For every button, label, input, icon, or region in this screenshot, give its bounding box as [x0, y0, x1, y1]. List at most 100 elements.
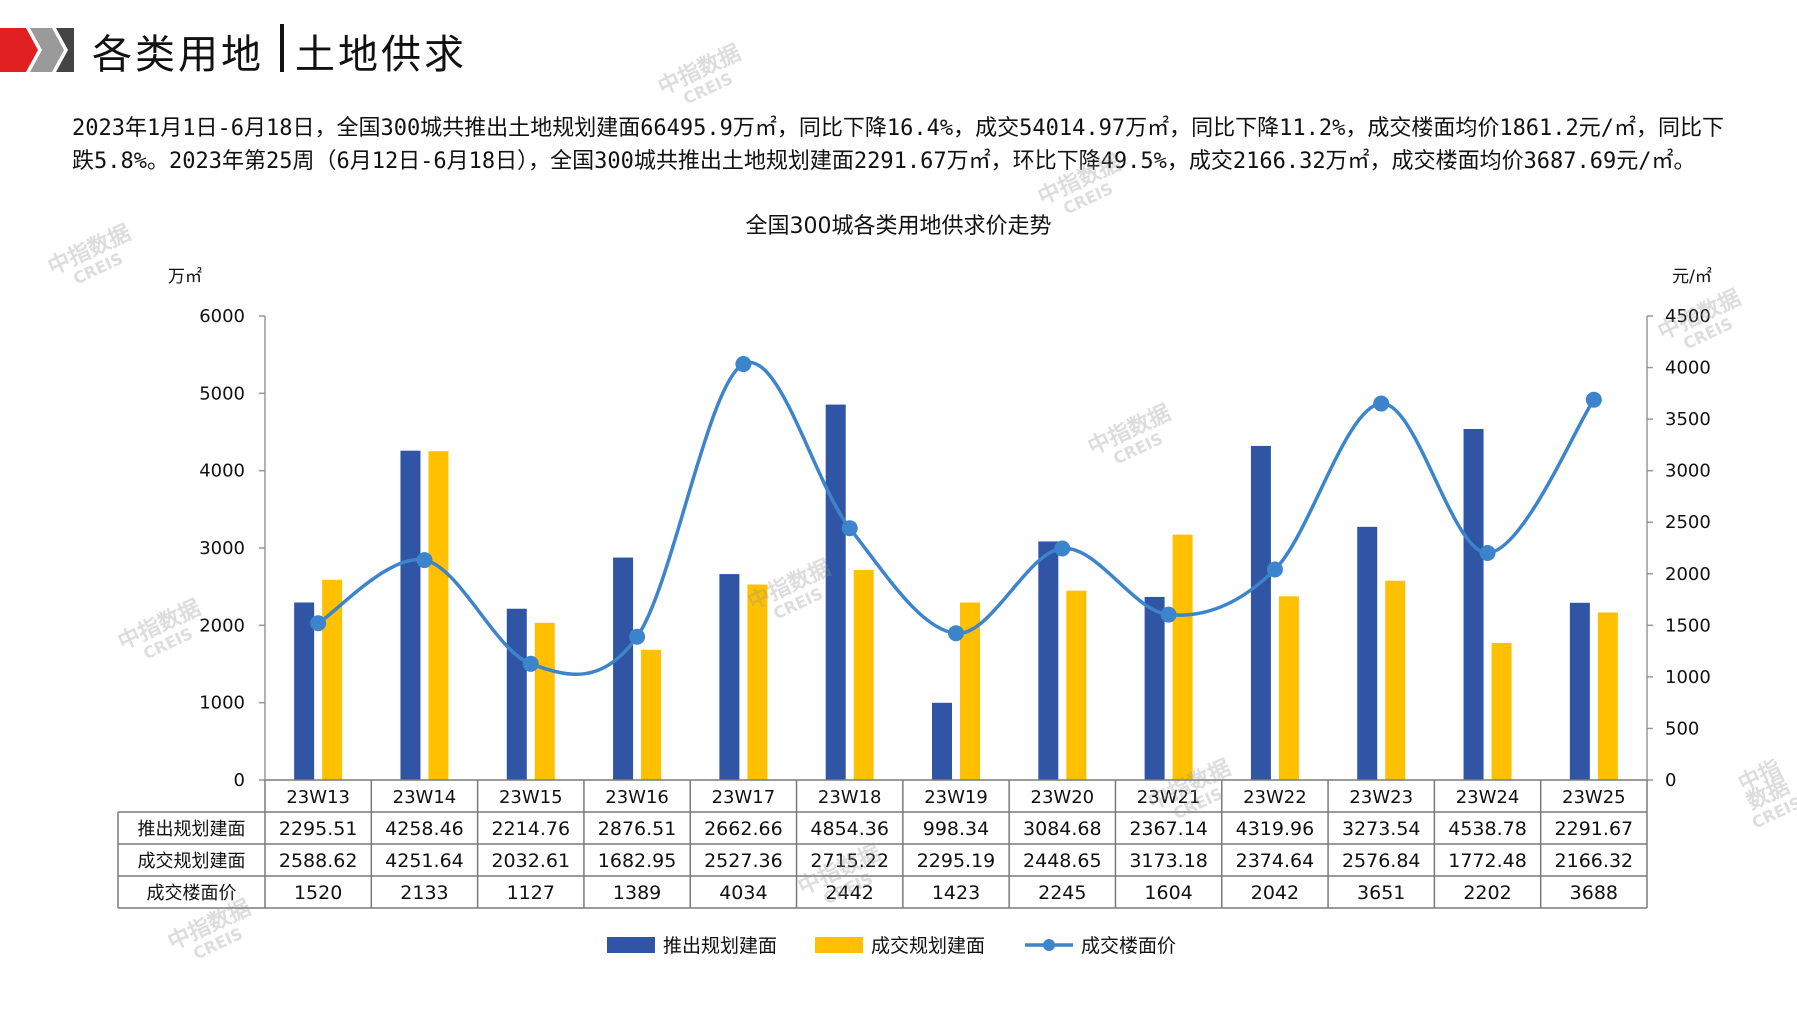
table-cell: 2588.62	[279, 850, 358, 872]
x-tick-label: 23W17	[712, 787, 776, 808]
x-tick-label: 23W19	[924, 787, 988, 808]
price-point-23W21	[1160, 606, 1177, 623]
y-left-tick-label: 4000	[199, 461, 245, 482]
bar-deal-23W17	[747, 584, 768, 780]
table-cell: 2448.65	[1023, 850, 1102, 872]
table-row-label: 成交楼面价	[147, 883, 237, 904]
y-right-unit-label: 元/㎡	[1672, 267, 1712, 287]
table-cell: 2662.66	[704, 818, 783, 840]
table-cell: 2133	[400, 882, 448, 904]
table-cell: 2367.14	[1129, 818, 1208, 840]
table-cell: 2715.22	[810, 850, 889, 872]
table-cell: 2245	[1038, 882, 1086, 904]
legend-swatch-deal	[815, 937, 863, 953]
table-cell: 2214.76	[491, 818, 570, 840]
y-left-tick-label: 0	[234, 770, 245, 791]
table-cell: 2166.32	[1555, 850, 1634, 872]
table-cell: 2202	[1463, 882, 1511, 904]
y-left-tick-label: 6000	[199, 306, 245, 327]
table-cell: 2032.61	[491, 850, 570, 872]
x-tick-label: 23W15	[499, 787, 563, 808]
legend-swatch-supply	[607, 937, 655, 953]
bar-deal-23W21	[1172, 534, 1193, 780]
bar-deal-23W22	[1278, 596, 1299, 780]
y-left-tick-label: 2000	[199, 615, 245, 636]
table-cell: 2576.84	[1342, 850, 1421, 872]
price-point-23W15	[522, 655, 539, 672]
price-point-23W19	[948, 625, 964, 642]
x-tick-label: 23W22	[1243, 787, 1307, 808]
bar-deal-23W19	[960, 602, 980, 780]
table-cell: 1423	[932, 882, 980, 904]
bar-deal-23W24	[1491, 642, 1512, 780]
table-cell: 1772.48	[1448, 850, 1527, 872]
bar-supply-23W21	[1144, 596, 1165, 780]
table-cell: 3273.54	[1342, 818, 1421, 840]
table-cell: 4034	[719, 882, 767, 904]
bar-supply-23W20	[1038, 541, 1059, 780]
price-point-23W20	[1054, 540, 1071, 557]
y-right-tick-label: 3500	[1665, 409, 1711, 430]
x-tick-label: 23W18	[818, 787, 882, 808]
page-header: 各类用地 土地供求	[0, 0, 1797, 100]
bar-deal-23W18	[853, 570, 874, 780]
y-right-tick-label: 0	[1665, 770, 1676, 791]
table-cell: 1127	[507, 882, 555, 904]
y-left-tick-label: 3000	[199, 538, 245, 559]
price-point-23W13	[310, 615, 327, 632]
table-cell: 4258.46	[385, 818, 464, 840]
table-row-label: 成交规划建面	[138, 851, 246, 872]
table-cell: 1520	[294, 882, 342, 904]
bar-deal-23W20	[1066, 590, 1087, 780]
bar-deal-23W16	[641, 649, 662, 780]
y-left-unit-label: 万㎡	[168, 267, 202, 287]
table-cell: 1604	[1144, 882, 1192, 904]
y-right-tick-label: 1000	[1665, 667, 1711, 688]
bar-supply-23W14	[400, 450, 421, 780]
x-tick-label: 23W23	[1349, 787, 1413, 808]
table-row-label: 推出规划建面	[138, 819, 246, 840]
title-divider	[280, 24, 284, 72]
y-right-tick-label: 500	[1665, 718, 1699, 739]
y-right-tick-label: 4000	[1665, 358, 1711, 379]
y-right-tick-label: 1500	[1665, 615, 1711, 636]
bar-supply-23W15	[506, 608, 527, 780]
table-cell: 1389	[613, 882, 661, 904]
price-point-23W23	[1373, 395, 1390, 412]
price-point-23W22	[1266, 561, 1283, 578]
x-tick-label: 23W16	[605, 787, 669, 808]
price-point-23W17	[735, 356, 752, 373]
price-point-23W25	[1585, 391, 1602, 408]
y-right-tick-label: 4500	[1665, 306, 1711, 327]
table-cell: 3084.68	[1023, 818, 1102, 840]
chart-title: 全国300城各类用地供求价走势	[745, 214, 1052, 239]
bar-deal-23W13	[322, 579, 343, 780]
x-tick-label: 23W13	[286, 787, 350, 808]
table-cell: 998.34	[923, 818, 989, 840]
brand-logo-icon	[0, 28, 74, 72]
bar-supply-23W17	[719, 574, 740, 780]
table-cell: 2442	[826, 882, 874, 904]
bar-deal-23W14	[428, 451, 449, 780]
x-tick-label: 23W14	[393, 787, 457, 808]
bar-supply-23W19	[932, 702, 952, 780]
x-tick-label: 23W25	[1562, 787, 1626, 808]
legend-label-supply: 推出规划建面	[663, 935, 777, 957]
x-tick-label: 23W24	[1456, 787, 1520, 808]
table-cell: 2042	[1251, 882, 1299, 904]
price-point-23W24	[1479, 544, 1496, 561]
y-right-tick-label: 3000	[1665, 461, 1711, 482]
legend-swatch-price-point	[1043, 939, 1055, 951]
bar-supply-23W25	[1569, 602, 1590, 780]
price-point-23W16	[629, 628, 646, 645]
table-cell: 3688	[1570, 882, 1618, 904]
table-cell: 2527.36	[704, 850, 783, 872]
price-point-23W18	[841, 520, 858, 537]
x-tick-label: 23W20	[1031, 787, 1095, 808]
bar-deal-23W15	[534, 622, 555, 780]
y-left-tick-label: 5000	[199, 383, 245, 404]
y-right-tick-label: 2000	[1665, 564, 1711, 585]
table-cell: 3173.18	[1129, 850, 1208, 872]
price-point-23W14	[416, 552, 433, 569]
